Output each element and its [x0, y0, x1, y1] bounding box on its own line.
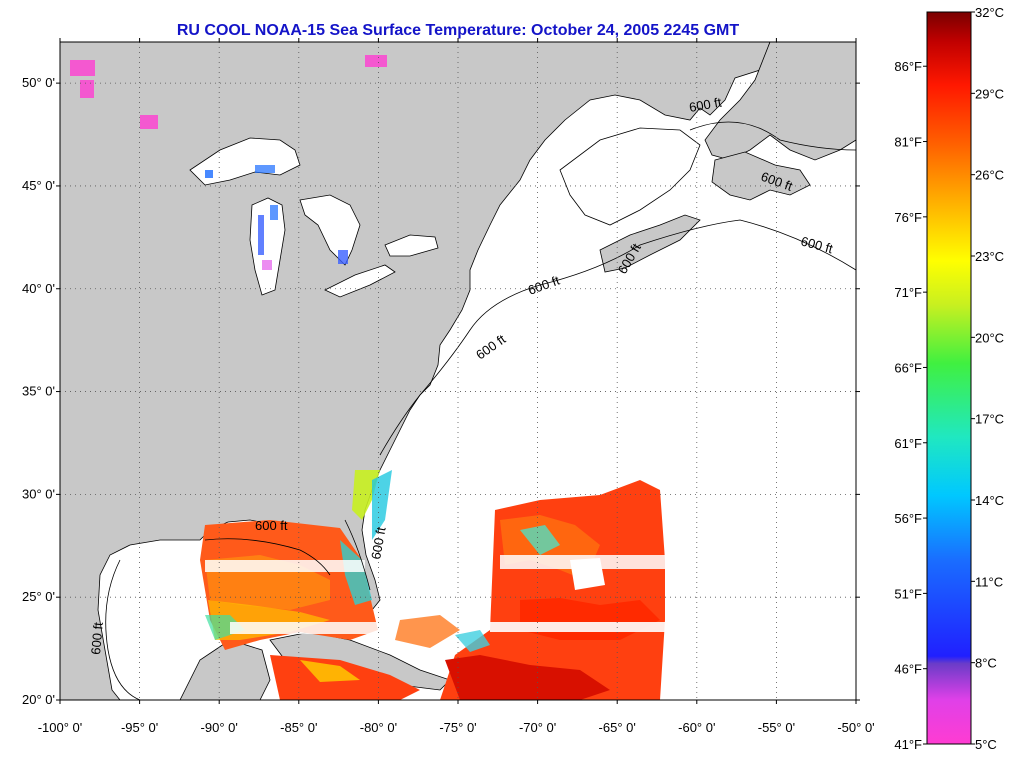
axis-ticks — [56, 38, 860, 704]
colorbar-celsius-label: 23°C — [975, 249, 1004, 264]
longitude-labels: -100° 0' -95° 0' -90° 0' -85° 0' -80° 0' -75°… — [38, 720, 875, 735]
colorbar-fahrenheit-label: 61°F — [894, 436, 922, 451]
lake-superior — [189, 137, 301, 186]
colorbar-fahrenheit-label: 76°F — [894, 210, 922, 225]
lon-label: -80° 0' — [360, 720, 397, 735]
lon-label: -90° 0' — [201, 720, 238, 735]
sst-swath-atlantic — [395, 480, 665, 700]
lon-label: -85° 0' — [280, 720, 317, 735]
latitude-labels: 20° 0' 25° 0' 30° 0' 35° 0' 40° 0' 45° 0' 50° … — [22, 75, 55, 707]
lat-label: 30° 0' — [22, 486, 55, 501]
colorbar-fahrenheit-label: 56°F — [894, 511, 922, 526]
colorbar-celsius-label: 29°C — [975, 86, 1004, 101]
lat-label: 25° 0' — [22, 589, 55, 604]
lat-label: 35° 0' — [22, 384, 55, 399]
colorbar-celsius-label: 17°C — [975, 412, 1004, 427]
colorbar-celsius-label: 5°C — [975, 737, 997, 752]
lat-label: 45° 0' — [22, 178, 55, 193]
colorbar-fahrenheit-label: 71°F — [894, 285, 922, 300]
colorbar-celsius-label: 20°C — [975, 330, 1004, 345]
colorbar-celsius-label: 11°C — [975, 574, 1003, 589]
isobath-label: 600 ft — [88, 621, 106, 655]
colorbar-fahrenheit-label: 41°F — [894, 737, 922, 752]
lon-label: -95° 0' — [121, 720, 158, 735]
land-labrador — [704, 42, 856, 161]
colorbar-celsius-label: 26°C — [975, 168, 1004, 183]
lat-label: 20° 0' — [22, 692, 55, 707]
sst-swath-gulf — [200, 470, 420, 700]
land-newfoundland — [711, 151, 811, 201]
lon-label: -65° 0' — [599, 720, 636, 735]
land-yucatan — [179, 639, 271, 700]
lat-label: 50° 0' — [22, 75, 55, 90]
lon-label: -55° 0' — [758, 720, 795, 735]
isobath-contours — [105, 121, 856, 700]
colorbar-fahrenheit-label: 51°F — [894, 586, 922, 601]
colorbar-fahrenheit-label: 46°F — [894, 662, 922, 677]
lon-label: -60° 0' — [678, 720, 715, 735]
lake-ontario — [384, 234, 439, 257]
colorbar-celsius-label: 8°C — [975, 656, 997, 671]
colorbar-fahrenheit-label: 86°F — [894, 59, 922, 74]
colorbar-celsius-label: 32°C — [975, 5, 1004, 20]
lake-sst-patches — [70, 55, 387, 270]
colorbar-fahrenheit-label: 66°F — [894, 360, 922, 375]
colorbar-celsius-label: 14°C — [975, 493, 1004, 508]
lake-huron — [299, 194, 361, 266]
map-title: RU COOL NOAA-15 Sea Surface Temperature:… — [176, 22, 740, 39]
lon-label: -75° 0' — [439, 720, 476, 735]
colorbar-fahrenheit-label: 81°F — [894, 135, 922, 150]
lat-label: 40° 0' — [22, 281, 55, 296]
colorbar-fahrenheit-labels: 86°F 81°F 76°F 71°F 66°F 61°F 56°F 51°F 46°F 41°F — [894, 59, 927, 752]
lon-label: -50° 0' — [837, 720, 874, 735]
lake-erie — [324, 264, 396, 298]
isobath-label: 600 ft — [688, 94, 723, 114]
colorbar — [926, 11, 972, 745]
lon-label: -70° 0' — [519, 720, 556, 735]
land-north-america — [60, 42, 771, 700]
colorbar-celsius-labels: 32°C 29°C 26°C 23°C 20°C 17°C 14°C 11°C 8°C 5°C — [971, 5, 1004, 752]
isobath-label: 600 ft — [368, 526, 388, 561]
lon-label: -100° 0' — [38, 720, 83, 735]
gulf-st-lawrence — [559, 127, 701, 226]
isobath-label: 600 ft — [255, 518, 288, 533]
